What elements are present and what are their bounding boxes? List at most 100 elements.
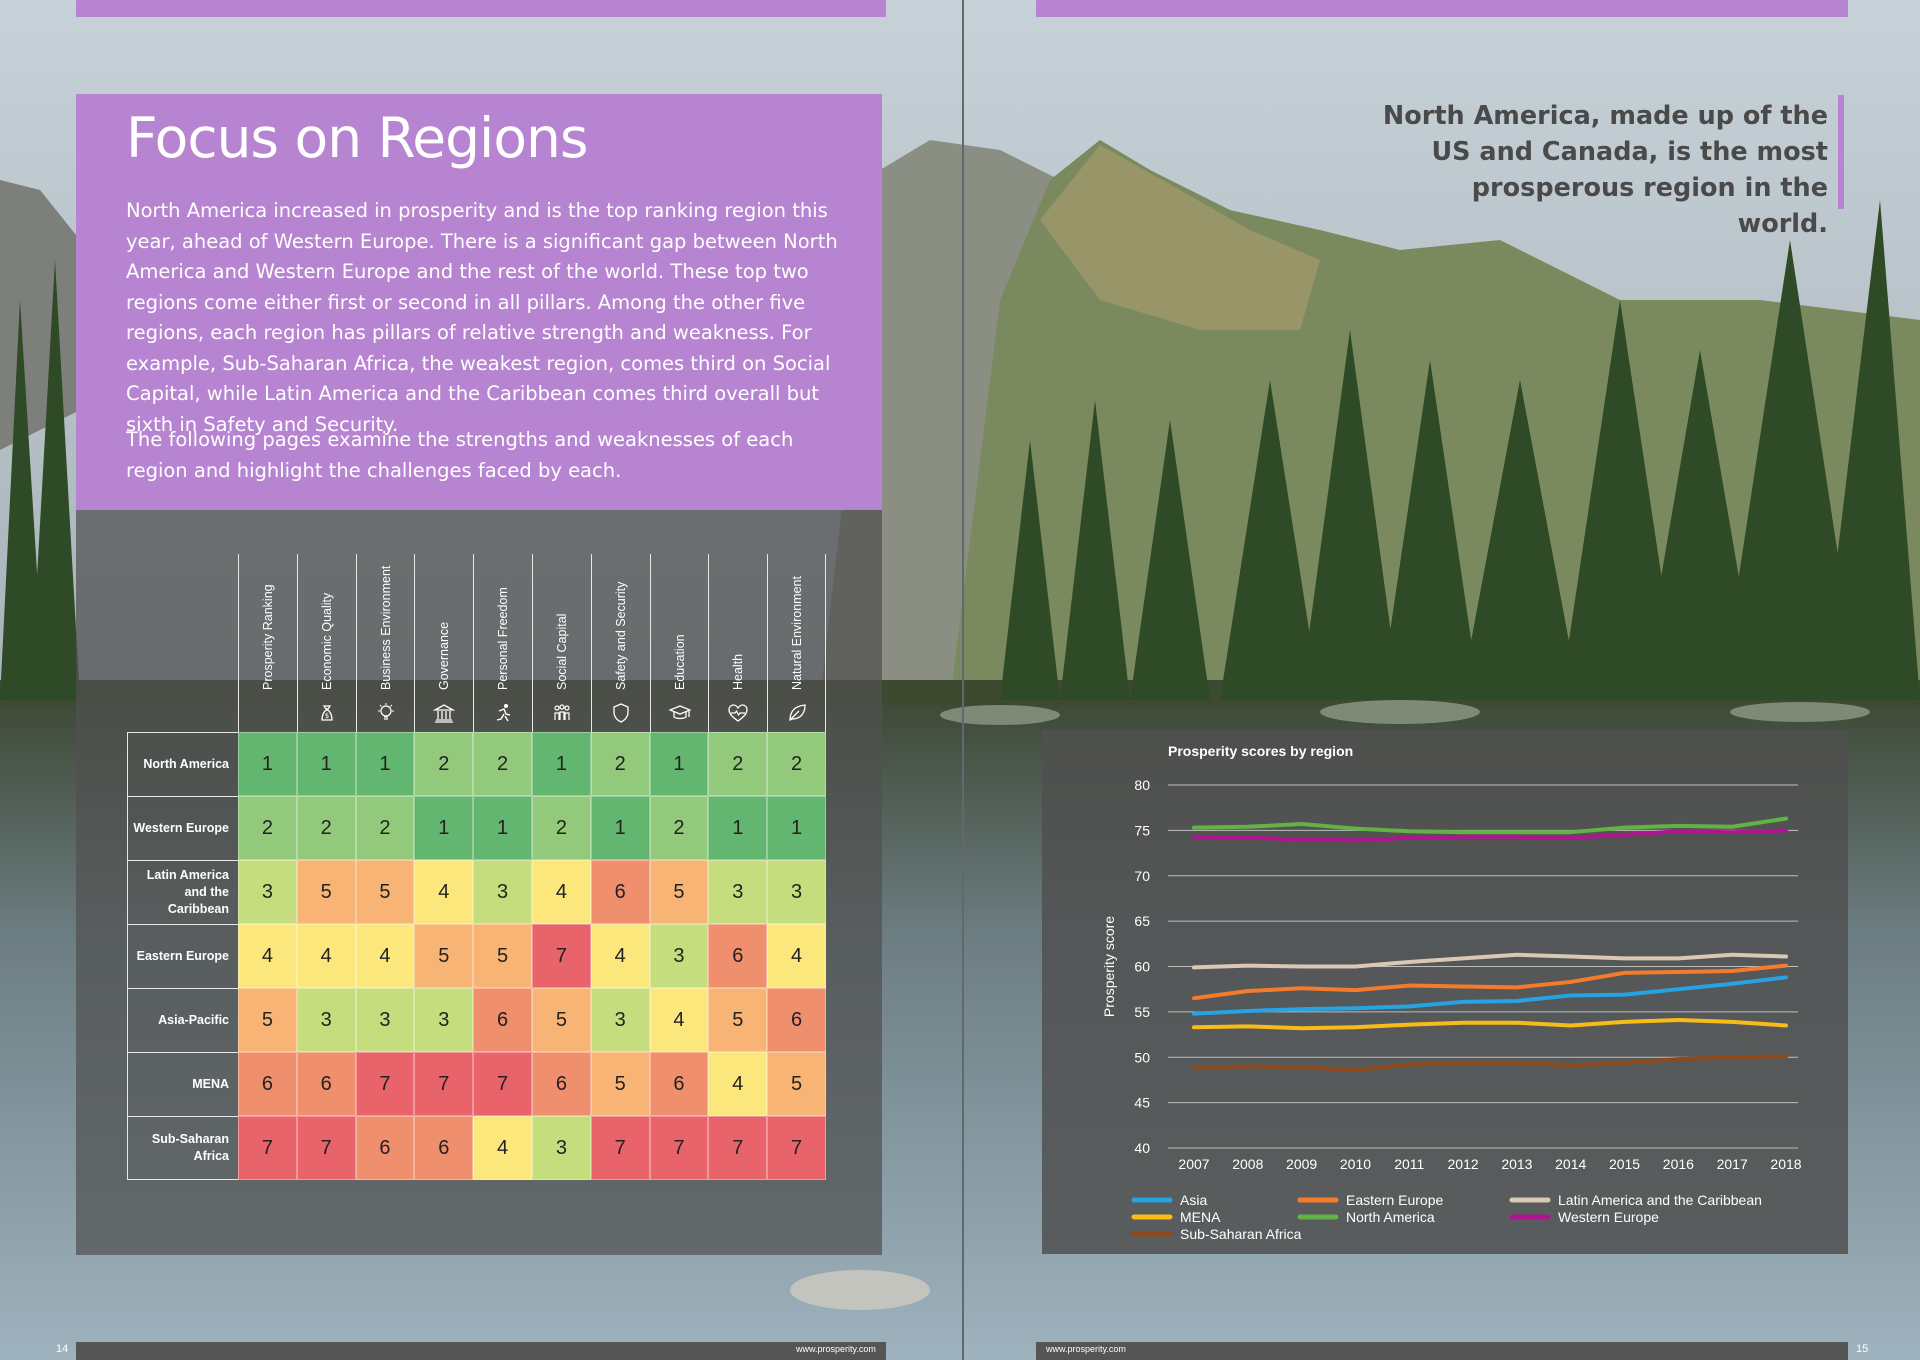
column-header-prosperity-ranking: Prosperity Ranking bbox=[238, 554, 297, 732]
legend-label: Eastern Europe bbox=[1346, 1192, 1443, 1208]
rank-cell: 3 bbox=[649, 924, 709, 988]
people-group-icon bbox=[551, 702, 573, 724]
footer-url-left[interactable]: www.prosperity.com bbox=[796, 1344, 876, 1354]
x-tick-label: 2018 bbox=[1770, 1156, 1801, 1172]
y-tick-label: 60 bbox=[1134, 959, 1150, 975]
legend-label: Latin America and the Caribbean bbox=[1558, 1192, 1762, 1208]
footer-bar-left bbox=[76, 1342, 886, 1360]
heart-pulse-icon bbox=[727, 702, 749, 724]
x-tick-label: 2013 bbox=[1501, 1156, 1532, 1172]
column-label: Business Environment bbox=[378, 565, 393, 690]
rank-cell: 2 bbox=[767, 732, 826, 796]
y-tick-label: 80 bbox=[1134, 777, 1150, 793]
row-header-asia-pacific: Asia-Pacific bbox=[127, 988, 238, 1052]
rank-cell: 5 bbox=[708, 988, 768, 1052]
x-tick-label: 2009 bbox=[1286, 1156, 1317, 1172]
row-header-mena: MENA bbox=[127, 1052, 238, 1116]
chart-title: Prosperity scores by region bbox=[1168, 743, 1353, 759]
column-header-safety-and-security: Safety and Security bbox=[590, 554, 650, 732]
column-label: Economic Quality bbox=[319, 592, 334, 690]
rank-cell: 5 bbox=[238, 988, 297, 1052]
rank-cell: 5 bbox=[767, 1052, 826, 1116]
rank-cell: 3 bbox=[708, 860, 768, 924]
rank-cell: 7 bbox=[473, 1052, 532, 1116]
rank-cell: 4 bbox=[767, 924, 826, 988]
rank-cell: 1 bbox=[296, 732, 356, 796]
rank-cell: 7 bbox=[649, 1116, 709, 1180]
rank-cell: 1 bbox=[414, 796, 474, 860]
column-label: Governance bbox=[437, 621, 452, 690]
rank-cell: 4 bbox=[590, 924, 650, 988]
series-line-western-europe bbox=[1192, 828, 1788, 843]
rank-cell: 1 bbox=[767, 796, 826, 860]
y-tick-label: 70 bbox=[1134, 868, 1150, 884]
series-line-eastern-europe bbox=[1192, 963, 1788, 1001]
rank-cell: 6 bbox=[649, 1052, 709, 1116]
rank-cell: 4 bbox=[355, 924, 415, 988]
column-label: Safety and Security bbox=[613, 581, 628, 690]
x-tick-label: 2011 bbox=[1394, 1156, 1424, 1172]
column-label: Social Capital bbox=[555, 613, 569, 690]
legend-label: MENA bbox=[1180, 1209, 1221, 1225]
legend-label: Sub-Saharan Africa bbox=[1180, 1226, 1302, 1242]
rank-cell: 1 bbox=[590, 796, 650, 860]
rank-cell: 7 bbox=[532, 924, 591, 988]
rank-cell: 3 bbox=[296, 988, 356, 1052]
prosperity-line-chart: Prosperity scores by region 40 45 50 55 60 65 7… bbox=[1101, 743, 1802, 1242]
pull-quote: North America, made up of the US and Can… bbox=[1382, 101, 1828, 239]
rank-cell: 3 bbox=[414, 988, 474, 1052]
column-header-personal-freedom: Personal Freedom bbox=[473, 554, 532, 732]
rank-cell: 4 bbox=[708, 1052, 768, 1116]
x-tick-label: 2007 bbox=[1178, 1156, 1209, 1172]
column-label: Health bbox=[731, 653, 746, 690]
rank-cell: 4 bbox=[532, 860, 591, 924]
column-header-social-capital: Social Capital bbox=[532, 554, 591, 732]
column-header-governance: Governance bbox=[414, 554, 473, 732]
rank-cell: 7 bbox=[708, 1116, 768, 1180]
svg-text:$: $ bbox=[325, 712, 329, 720]
rank-cell: 6 bbox=[767, 988, 826, 1052]
rank-cell: 2 bbox=[414, 732, 474, 796]
rank-cell: 7 bbox=[414, 1052, 474, 1116]
leaf-icon bbox=[786, 702, 808, 724]
lightbulb-icon bbox=[375, 702, 397, 724]
rank-cell: 2 bbox=[296, 796, 356, 860]
x-tick-label: 2010 bbox=[1340, 1156, 1371, 1172]
y-tick-label: 75 bbox=[1134, 822, 1150, 838]
intro-paragraph-2: The following pages examine the strength… bbox=[126, 428, 794, 482]
top-accent-bar-left bbox=[76, 0, 886, 17]
rank-cell: 1 bbox=[649, 732, 709, 796]
rank-cell: 6 bbox=[414, 1116, 474, 1180]
legend-label: Western Europe bbox=[1558, 1209, 1659, 1225]
series-line-sub-saharan-africa bbox=[1192, 1054, 1788, 1072]
rank-cell: 6 bbox=[590, 860, 650, 924]
rank-cell: 6 bbox=[473, 988, 532, 1052]
rank-cell: 6 bbox=[708, 924, 768, 988]
top-accent-bar-right bbox=[1036, 0, 1848, 17]
running-person-icon bbox=[492, 702, 514, 724]
column-label: Personal Freedom bbox=[496, 587, 511, 690]
footer-url-right[interactable]: www.prosperity.com bbox=[1046, 1344, 1126, 1354]
rank-cell: 2 bbox=[532, 796, 591, 860]
rank-cell: 5 bbox=[649, 860, 709, 924]
column-header-education: Education bbox=[649, 554, 709, 732]
x-tick-label: 2012 bbox=[1448, 1156, 1479, 1172]
rank-cell: 5 bbox=[532, 988, 591, 1052]
rank-table-column-headers: Prosperity Ranking Economic Quality $ Busin… bbox=[238, 554, 826, 732]
x-tick-label: 2014 bbox=[1555, 1156, 1586, 1172]
row-header-north-america: North America bbox=[127, 732, 238, 796]
y-tick-label: 65 bbox=[1134, 913, 1150, 929]
intro-panel bbox=[76, 94, 882, 510]
rank-cell: 3 bbox=[532, 1116, 591, 1180]
column-header-economic-quality: Economic Quality $ bbox=[296, 554, 356, 732]
column-header-natural-environment: Natural Environment bbox=[767, 554, 826, 732]
rank-cell: 7 bbox=[767, 1116, 826, 1180]
rank-cell: 3 bbox=[590, 988, 650, 1052]
rank-cell: 6 bbox=[532, 1052, 591, 1116]
government-building-icon bbox=[432, 702, 456, 724]
rank-cell: 1 bbox=[532, 732, 591, 796]
y-tick-label: 40 bbox=[1134, 1140, 1150, 1156]
rank-cell: 2 bbox=[473, 732, 532, 796]
rank-cell: 7 bbox=[355, 1052, 415, 1116]
rank-cell: 5 bbox=[414, 924, 474, 988]
